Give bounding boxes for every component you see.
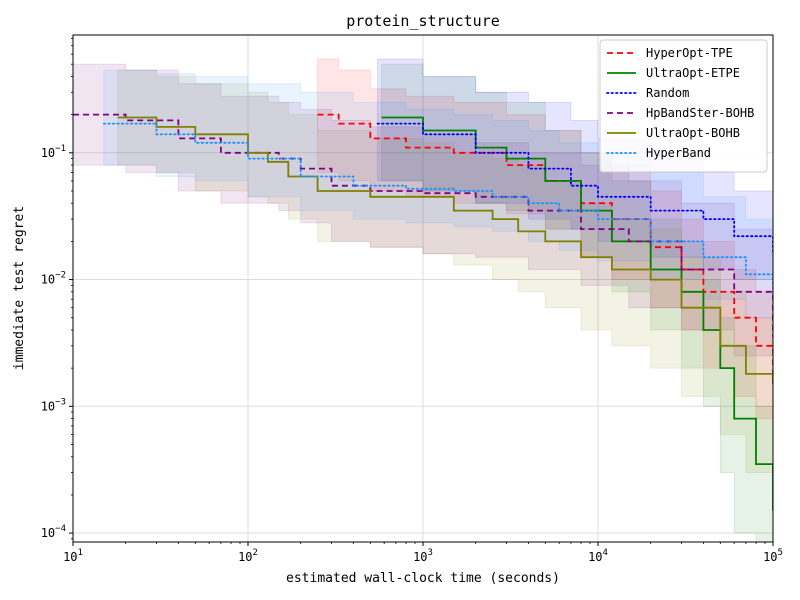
y-tick-exponent: −1 [55,144,66,154]
y-axis-title: immediate test regret [12,206,27,370]
y-tick-exponent: −2 [55,271,66,281]
y-tick-base: 10 [41,146,55,160]
series-line-hpbandster-bohb [73,113,773,338]
legend-label: Random [646,86,689,100]
x-tick-exponent: 5 [778,548,783,558]
legend-label: HpBandSter-BOHB [646,106,754,120]
y-tick-base: 10 [41,273,55,287]
y-tick-base: 10 [41,399,55,413]
y-tick-label: 10−3 [41,397,66,413]
x-tick-base: 10 [588,550,602,564]
series-line-random [376,122,773,255]
legend: HyperOpt-TPE UltraOpt-ETPE Random HpBandSte… [599,39,768,173]
y-tick-label: 10−2 [41,271,66,287]
x-tick-base: 10 [63,550,77,564]
x-tick-label: 101 [63,548,83,564]
band-hyperband [103,69,773,330]
series-lines [73,113,773,511]
legend-label: HyperBand [646,146,711,160]
y-tick-exponent: −4 [55,524,66,534]
x-tick-base: 10 [238,550,252,564]
x-tick-label: 104 [588,548,608,564]
y-tick-exponent: −3 [55,397,66,407]
x-tick-exponent: 4 [603,548,608,558]
x-tick-base: 10 [413,550,427,564]
x-tick-exponent: 1 [78,548,83,558]
band-ultraopt-etpe [381,63,773,542]
legend-box [599,39,768,173]
legend-label: UltraOpt-BOHB [646,126,740,140]
band-hyperopt-tpe [317,58,773,457]
x-tick-label: 103 [413,548,433,564]
legend-label: UltraOpt-ETPE [646,66,740,80]
x-tick-label: 105 [763,548,783,564]
chart-title: protein_structure [346,12,500,30]
x-tick-base: 10 [763,550,777,564]
x-axis-title: estimated wall-clock time (seconds) [286,571,560,586]
x-tick-exponent: 3 [428,548,433,558]
y-tick-label: 10−4 [41,524,66,540]
legend-label: HyperOpt-TPE [646,46,733,60]
band-ultraopt-bohb [117,69,773,495]
band-random [377,58,773,300]
y-tick-label: 10−1 [41,144,66,160]
x-tick-label: 102 [238,548,258,564]
x-tick-exponent: 2 [253,548,258,558]
series-line-hyperband [102,122,773,293]
y-tick-base: 10 [41,526,55,540]
series-line-ultraopt-bohb [117,116,773,384]
